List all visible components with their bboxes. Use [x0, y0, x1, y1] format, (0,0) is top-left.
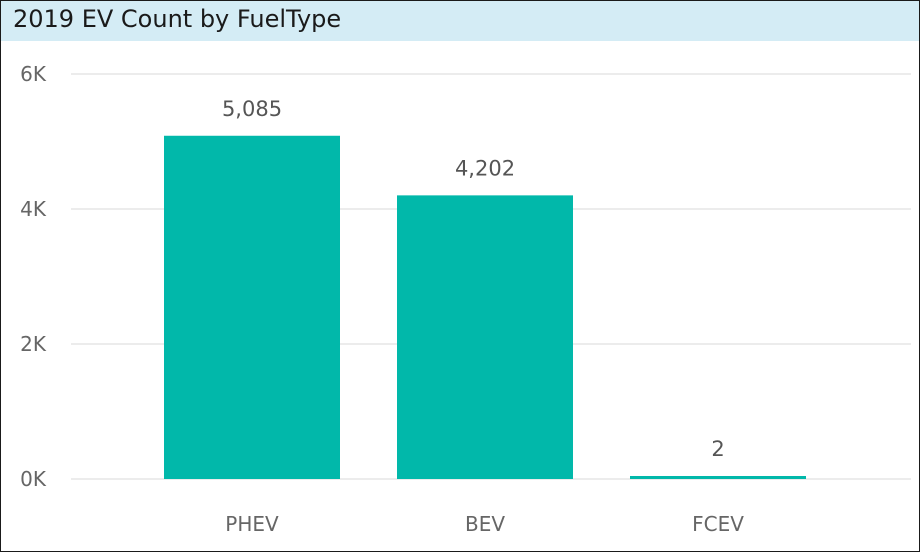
data-label-fcev: 2	[711, 437, 724, 461]
x-category-label: BEV	[465, 512, 505, 536]
y-tick-label: 0K	[20, 467, 47, 491]
bar-fcev[interactable]	[630, 476, 806, 479]
data-label-phev: 5,085	[222, 97, 282, 121]
bar-bev[interactable]	[397, 195, 573, 480]
data-label-bev: 4,202	[455, 156, 515, 180]
y-tick-label: 6K	[20, 62, 47, 86]
bar-phev[interactable]	[164, 135, 340, 479]
chart-title: 2019 EV Count by FuelType	[13, 5, 342, 33]
x-category-label: PHEV	[225, 512, 279, 536]
y-tick-label: 2K	[20, 332, 47, 356]
y-tick-label: 4K	[20, 197, 47, 221]
chart-title-bar: 2019 EV Count by FuelType	[1, 1, 919, 41]
x-category-label: FCEV	[692, 512, 744, 536]
